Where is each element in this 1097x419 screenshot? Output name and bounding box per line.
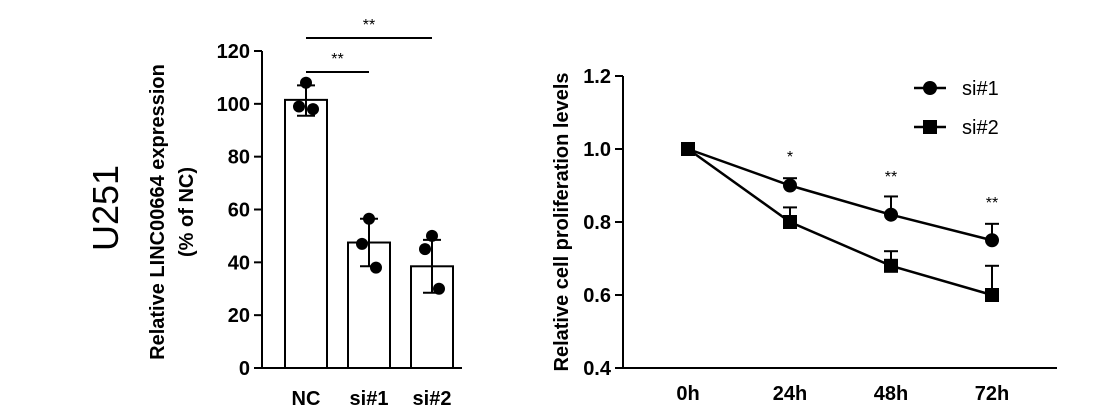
line-y-tick-label: 1.0	[583, 139, 611, 161]
series-point-square	[783, 215, 797, 229]
bar-y-tick-label: 100	[217, 94, 250, 116]
bar-y-tick-label: 40	[228, 252, 250, 274]
series-point-circle	[985, 233, 999, 248]
line-ylabel: Relative cell proliferation levels	[551, 72, 573, 371]
line-x-tick-label: 72h	[975, 383, 1009, 405]
bar-data-point	[419, 243, 431, 256]
row-label: U251	[85, 165, 126, 251]
line-y-tick-label: 0.6	[583, 285, 611, 307]
bar-y-tick-label: 0	[239, 358, 250, 380]
bar-category-label: si#1	[350, 388, 389, 410]
bar-data-point	[356, 237, 368, 250]
legend-label: si#2	[962, 117, 999, 139]
bar-data-point	[433, 282, 445, 295]
bar-y-tick-label: 60	[228, 200, 250, 222]
series-point-circle	[884, 207, 898, 222]
bar-category-label: si#2	[413, 388, 452, 410]
bar-data-point	[300, 76, 312, 89]
significance-label: **	[363, 17, 375, 34]
legend-marker-square	[923, 120, 937, 134]
bar-ylabel-line1: Relative LINC00664 expression	[147, 64, 169, 360]
series-point-square	[884, 258, 898, 273]
line-y-tick-label: 0.8	[583, 212, 611, 234]
line-x-tick-label: 24h	[773, 383, 807, 405]
bar	[284, 98, 328, 370]
line-x-tick-label: 0h	[676, 383, 699, 405]
series-point-square	[985, 288, 999, 302]
bar-data-point	[363, 212, 375, 225]
bar-data-point	[307, 103, 319, 116]
bar-data-point	[293, 100, 305, 113]
bar-chart: Relative LINC00664 expression (% of NC) …	[147, 17, 462, 410]
series-point-square	[681, 142, 695, 156]
bar-y-tick-label: 120	[217, 41, 250, 63]
significance-label: *	[787, 149, 793, 166]
legend-label: si#1	[962, 78, 999, 100]
significance-label: **	[885, 169, 897, 186]
bar-data-point	[426, 229, 438, 242]
line-chart: Relative cell proliferation levels 0.4 0.…	[551, 66, 1057, 405]
significance-label: **	[331, 51, 343, 68]
series-point-circle	[783, 178, 797, 193]
bar-data-point	[370, 261, 382, 274]
legend-marker-circle	[923, 81, 937, 95]
line-y-tick-label: 1.2	[583, 66, 611, 88]
line-y-tick-label: 0.4	[583, 358, 612, 380]
line-x-tick-label: 48h	[874, 383, 908, 405]
bar-category-label: NC	[292, 388, 321, 410]
series-line	[687, 147, 993, 242]
bar-y-tick-label: 80	[228, 147, 250, 169]
series-line	[687, 147, 993, 297]
bar-ylabel-line2: (% of NC)	[176, 167, 198, 257]
significance-label: **	[986, 195, 998, 212]
bar-y-tick-label: 20	[228, 305, 250, 327]
